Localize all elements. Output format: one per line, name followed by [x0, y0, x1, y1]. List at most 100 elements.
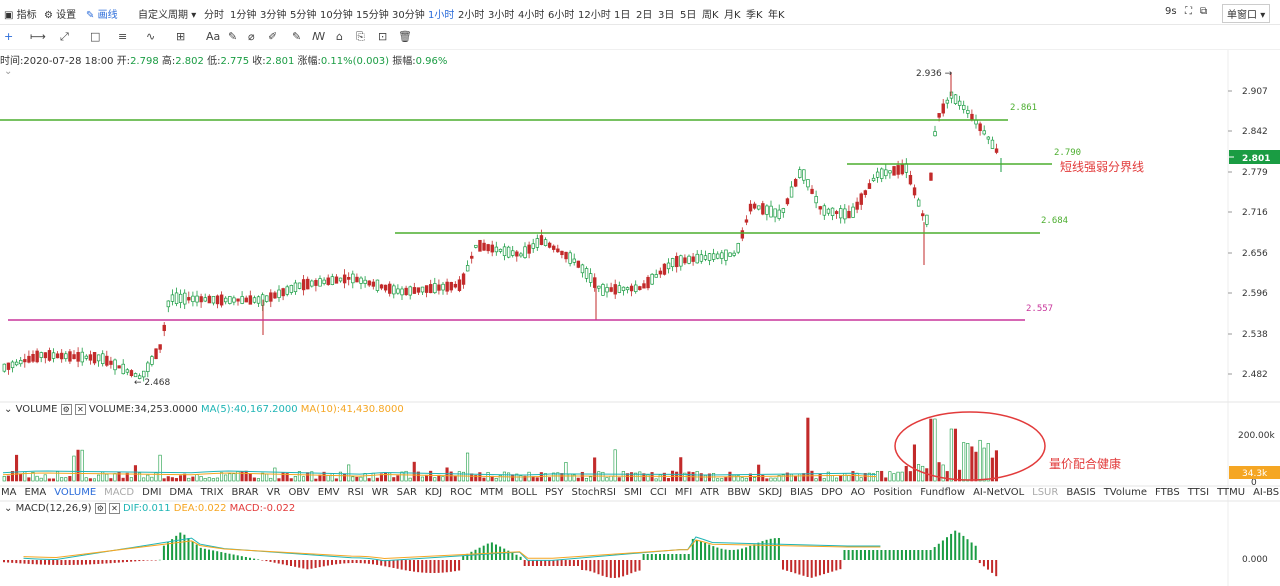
screenshot-icon[interactable]: ⊡ — [378, 30, 388, 43]
indicator-tab-brar[interactable]: BRAR — [231, 487, 259, 498]
indicator-tab-macd[interactable]: MACD — [104, 487, 135, 498]
indicator-tab-ma[interactable]: MA — [1, 487, 17, 498]
period-8[interactable]: 2小时 — [458, 10, 485, 21]
indicator-tab-ai-bsi[interactable]: AI-BSI — [1253, 487, 1280, 498]
volume-bar — [584, 478, 589, 482]
custom-period-button[interactable]: 自定义周期 ▾ — [138, 10, 197, 21]
period-0[interactable]: 分时 — [204, 10, 224, 21]
indicator-tab-basis[interactable]: BASIS — [1066, 487, 1096, 498]
macd-settings-icon[interactable]: ⚙ — [94, 503, 106, 514]
crosshair-icon[interactable]: + — [4, 30, 14, 43]
indicator-tab-bias[interactable]: BIAS — [790, 487, 814, 498]
period-11[interactable]: 6小时 — [548, 10, 575, 21]
lock-icon[interactable]: ⌂ — [336, 30, 343, 43]
candle-body — [707, 253, 712, 261]
period-6[interactable]: 30分钟 — [392, 10, 425, 21]
indicator-tab-skdj[interactable]: SKDJ — [758, 487, 783, 498]
period-1[interactable]: 1分钟 — [230, 10, 257, 21]
indicator-tab-obv[interactable]: OBV — [288, 487, 310, 498]
period-20[interactable]: 年K — [768, 10, 785, 21]
indicator-tab-tvolume[interactable]: TVolume — [1103, 487, 1147, 498]
indicator-tab-sar[interactable]: SAR — [396, 487, 417, 498]
candle-body — [863, 190, 868, 195]
period-5[interactable]: 15分钟 — [356, 10, 389, 21]
horizontal-ray-icon[interactable]: ⟼ — [30, 30, 46, 43]
wave-icon[interactable]: ∿ — [146, 30, 156, 43]
indicator-tab-stochrsi[interactable]: StochRSI — [571, 487, 616, 498]
period-2[interactable]: 3分钟 — [260, 10, 287, 21]
period-3[interactable]: 5分钟 — [290, 10, 317, 21]
indicator-tab-fundflow[interactable]: Fundflow — [920, 487, 966, 498]
window-icon[interactable]: ⧉ — [1200, 6, 1208, 17]
indicator-tab-lsur[interactable]: LSUR — [1032, 487, 1059, 498]
volume-close-icon[interactable]: ✕ — [75, 404, 86, 415]
indicator-tab-mfi[interactable]: MFI — [674, 487, 693, 498]
rectangle-icon[interactable]: □ — [90, 30, 101, 43]
indicator-tab-position[interactable]: Position — [873, 487, 913, 498]
period-19[interactable]: 季K — [746, 10, 763, 21]
period-10[interactable]: 4小时 — [518, 10, 545, 21]
indicator-tab-smi[interactable]: SMI — [624, 487, 642, 498]
settings-button[interactable]: ⚙ 设置 — [44, 10, 77, 21]
copy-icon[interactable]: ⎘ — [356, 30, 365, 43]
collapse-chevron-icon[interactable]: ⌄ — [4, 404, 13, 415]
period-13[interactable]: 1日 — [614, 10, 631, 21]
indicator-tab-trix[interactable]: TRIX — [200, 487, 224, 498]
indicator-tab-ftbs[interactable]: FTBS — [1155, 487, 1180, 498]
text-icon[interactable]: Aa — [206, 30, 221, 43]
volume-settings-icon[interactable]: ⚙ — [60, 404, 72, 415]
period-14[interactable]: 2日 — [636, 10, 653, 21]
indicator-tab-psy[interactable]: PSY — [545, 487, 564, 498]
macd-bar — [761, 541, 764, 560]
volume-bar — [662, 472, 666, 482]
period-16[interactable]: 5日 — [680, 10, 697, 21]
indicator-tab-emv[interactable]: EMV — [317, 487, 340, 498]
indicator-tab-dmi[interactable]: DMI — [142, 487, 162, 498]
window-select[interactable]: 单窗口 ▾ — [1222, 4, 1271, 23]
indicator-tab-atr[interactable]: ATR — [700, 487, 720, 498]
grid-icon[interactable]: ⊞ — [176, 30, 186, 43]
period-15[interactable]: 3日 — [658, 10, 675, 21]
indicator-tab-boll[interactable]: BOLL — [511, 487, 538, 498]
period-4[interactable]: 10分钟 — [320, 10, 353, 21]
candle-body — [347, 277, 351, 280]
indicator-tab-ai-netvol[interactable]: AI-NetVOL — [973, 487, 1025, 498]
indicator-tab-cci[interactable]: CCI — [649, 487, 667, 498]
trend-line-icon[interactable]: ⤢ — [60, 30, 69, 43]
indicator-tab-wr[interactable]: WR — [371, 487, 389, 498]
indicator-tab-mtm[interactable]: MTM — [479, 487, 504, 498]
indicator-tab-roc[interactable]: ROC — [450, 487, 472, 498]
fib-icon[interactable]: ≡ — [118, 30, 128, 43]
indicator-tab-rsi[interactable]: RSI — [347, 487, 364, 498]
candle-body — [474, 244, 478, 248]
measure-icon[interactable]: ⌀ — [248, 30, 255, 43]
pencil-icon[interactable]: ✐ — [268, 30, 278, 43]
period-7[interactable]: 1小时 — [428, 10, 455, 21]
macd-close-icon[interactable]: ✕ — [109, 503, 120, 514]
candle-body — [166, 300, 171, 308]
draw-button[interactable]: ✎ 画线 — [86, 10, 118, 21]
indicator-tab-ao[interactable]: AO — [850, 487, 866, 498]
indicator-tab-bbw[interactable]: BBW — [727, 487, 751, 498]
period-12[interactable]: 12小时 — [578, 10, 611, 21]
indicator-tab-kdj[interactable]: KDJ — [424, 487, 443, 498]
indicator-tab-vr[interactable]: VR — [266, 487, 281, 498]
collapse-chevron-icon[interactable]: ⌄ — [4, 503, 13, 514]
collapse-chevron-icon[interactable]: ⌄ — [4, 66, 13, 77]
pattern-icon[interactable]: ꟿ — [312, 30, 326, 43]
indicator-tab-dma[interactable]: DMA — [169, 487, 193, 498]
period-17[interactable]: 周K — [702, 10, 719, 21]
trash-icon[interactable]: 🗑 — [398, 30, 412, 43]
indicator-tab-ttmu[interactable]: TTMU — [1217, 487, 1246, 498]
fullscreen-icon[interactable]: ⛶ — [1185, 6, 1192, 17]
period-9[interactable]: 3小时 — [488, 10, 515, 21]
indicator-tab-ttsi[interactable]: TTSI — [1187, 487, 1210, 498]
period-18[interactable]: 月K — [724, 10, 741, 21]
highlighter-icon[interactable]: ✎ — [292, 30, 302, 43]
brush-icon[interactable]: ✎ — [228, 30, 238, 43]
indicator-tab-ema[interactable]: EMA — [24, 487, 47, 498]
indicator-tab-volume[interactable]: VOLUME — [54, 487, 97, 498]
indicator-tab-dpo[interactable]: DPO — [821, 487, 843, 498]
indicator-button[interactable]: ▣ 指标 — [4, 10, 37, 21]
